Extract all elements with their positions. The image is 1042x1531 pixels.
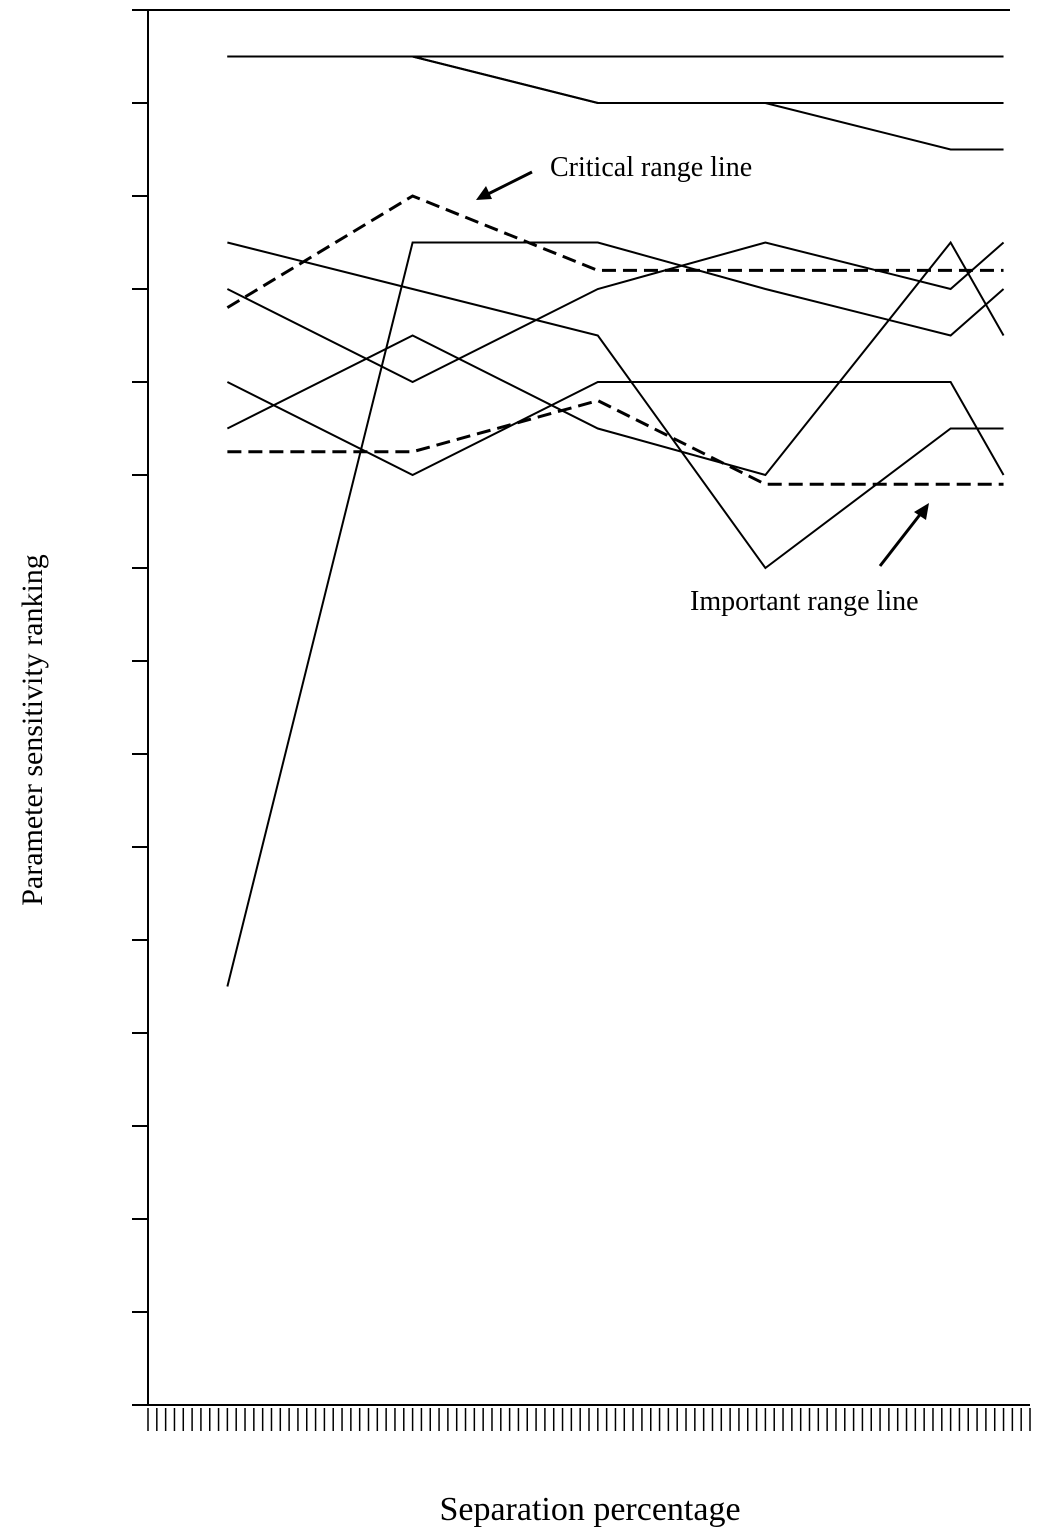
series-line [226,381,1005,477]
series-line [227,55,1004,151]
annotation-arrow [483,170,533,198]
annotation-arrow [878,511,924,567]
x-axis-label: Separation percentage [439,1491,740,1528]
series-line [227,55,1004,104]
arrow-head [476,186,492,200]
y-axis-label: Parameter sensitivity ranking [16,554,49,906]
series-line [227,399,1004,486]
annotation: Critical range line [550,152,752,183]
arrow-head [914,503,929,520]
annotation: Important range line [690,586,919,617]
series-line [226,194,1004,309]
series-line [226,240,1005,477]
series-line [226,241,1005,384]
